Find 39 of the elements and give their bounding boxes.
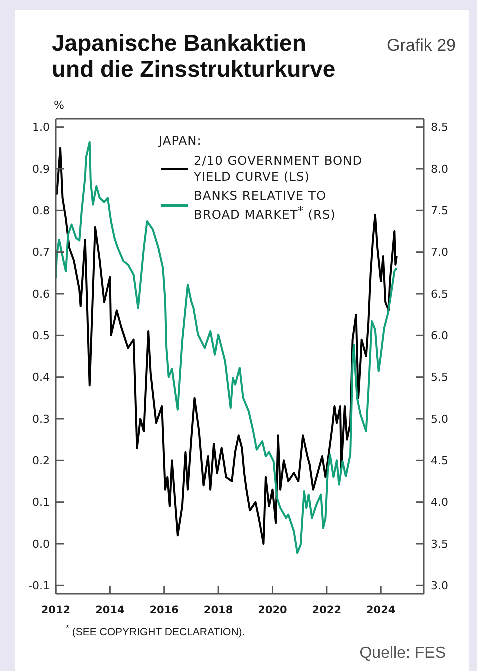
y-tick-label: 0.2 bbox=[32, 454, 50, 468]
y-tick-label: 0.3 bbox=[32, 412, 50, 426]
y2-tick-label: 6.0 bbox=[431, 330, 448, 343]
y2-tick-label: 4.5 bbox=[431, 454, 448, 468]
y2-tick-label: 5.0 bbox=[431, 412, 448, 426]
chart-title: Japanische Bankaktien und die Zinsstrukturkurve bbox=[52, 30, 337, 82]
y2-tick-label: 7.0 bbox=[431, 246, 448, 260]
text: Grafik 29 bbox=[387, 36, 456, 56]
y-tick-label: 0.5 bbox=[32, 330, 50, 343]
text: $^{*}$ (SEE COPYRIGHT DECLARATION). bbox=[66, 623, 246, 638]
y-tick-label: 0.6 bbox=[32, 288, 50, 301]
legend-label: BANKS RELATIVE TO BROAD MARKET$^{*}$ (RS) bbox=[194, 188, 337, 224]
y2-tick-label: 3.0 bbox=[431, 580, 448, 593]
y-tick-label: 0.7 bbox=[32, 246, 50, 260]
x-tick-label: 2022 bbox=[312, 604, 342, 617]
y-axis-title: % bbox=[54, 99, 64, 112]
y2-tick-label: 8.5 bbox=[431, 121, 448, 134]
y-tick-label: 1.0 bbox=[32, 121, 50, 134]
x-tick-label: 2016 bbox=[150, 604, 179, 617]
y2-tick-label: 7.5 bbox=[431, 204, 448, 218]
x-tick-label: 2014 bbox=[96, 604, 125, 617]
y-tick-label: -0.1 bbox=[28, 580, 50, 593]
x-tick-label: 2024 bbox=[366, 604, 396, 617]
y2-tick-label: 3.5 bbox=[431, 538, 448, 551]
y-tick-label: 0.0 bbox=[32, 538, 50, 551]
legend-title: JAPAN: bbox=[159, 133, 203, 149]
x-tick-label: 2018 bbox=[204, 604, 234, 617]
x-tick-label: 2020 bbox=[258, 604, 288, 617]
legend-label: 2/10 GOVERNMENT BOND YIELD CURVE (LS) bbox=[194, 153, 364, 185]
y-tick-label: 0.1 bbox=[32, 496, 50, 510]
y2-tick-label: 8.0 bbox=[431, 162, 448, 176]
y2-tick-label: 6.5 bbox=[431, 288, 448, 301]
y2-tick-label: 4.0 bbox=[431, 496, 448, 510]
x-tick-label: 2012 bbox=[41, 604, 71, 617]
source-note: Quelle: FES bbox=[360, 645, 446, 663]
y2-tick-label: 5.5 bbox=[431, 371, 448, 384]
y-tick-label: 0.9 bbox=[32, 162, 50, 176]
y-tick-label: 0.8 bbox=[32, 204, 50, 218]
y-tick-label: 0.4 bbox=[32, 371, 50, 384]
